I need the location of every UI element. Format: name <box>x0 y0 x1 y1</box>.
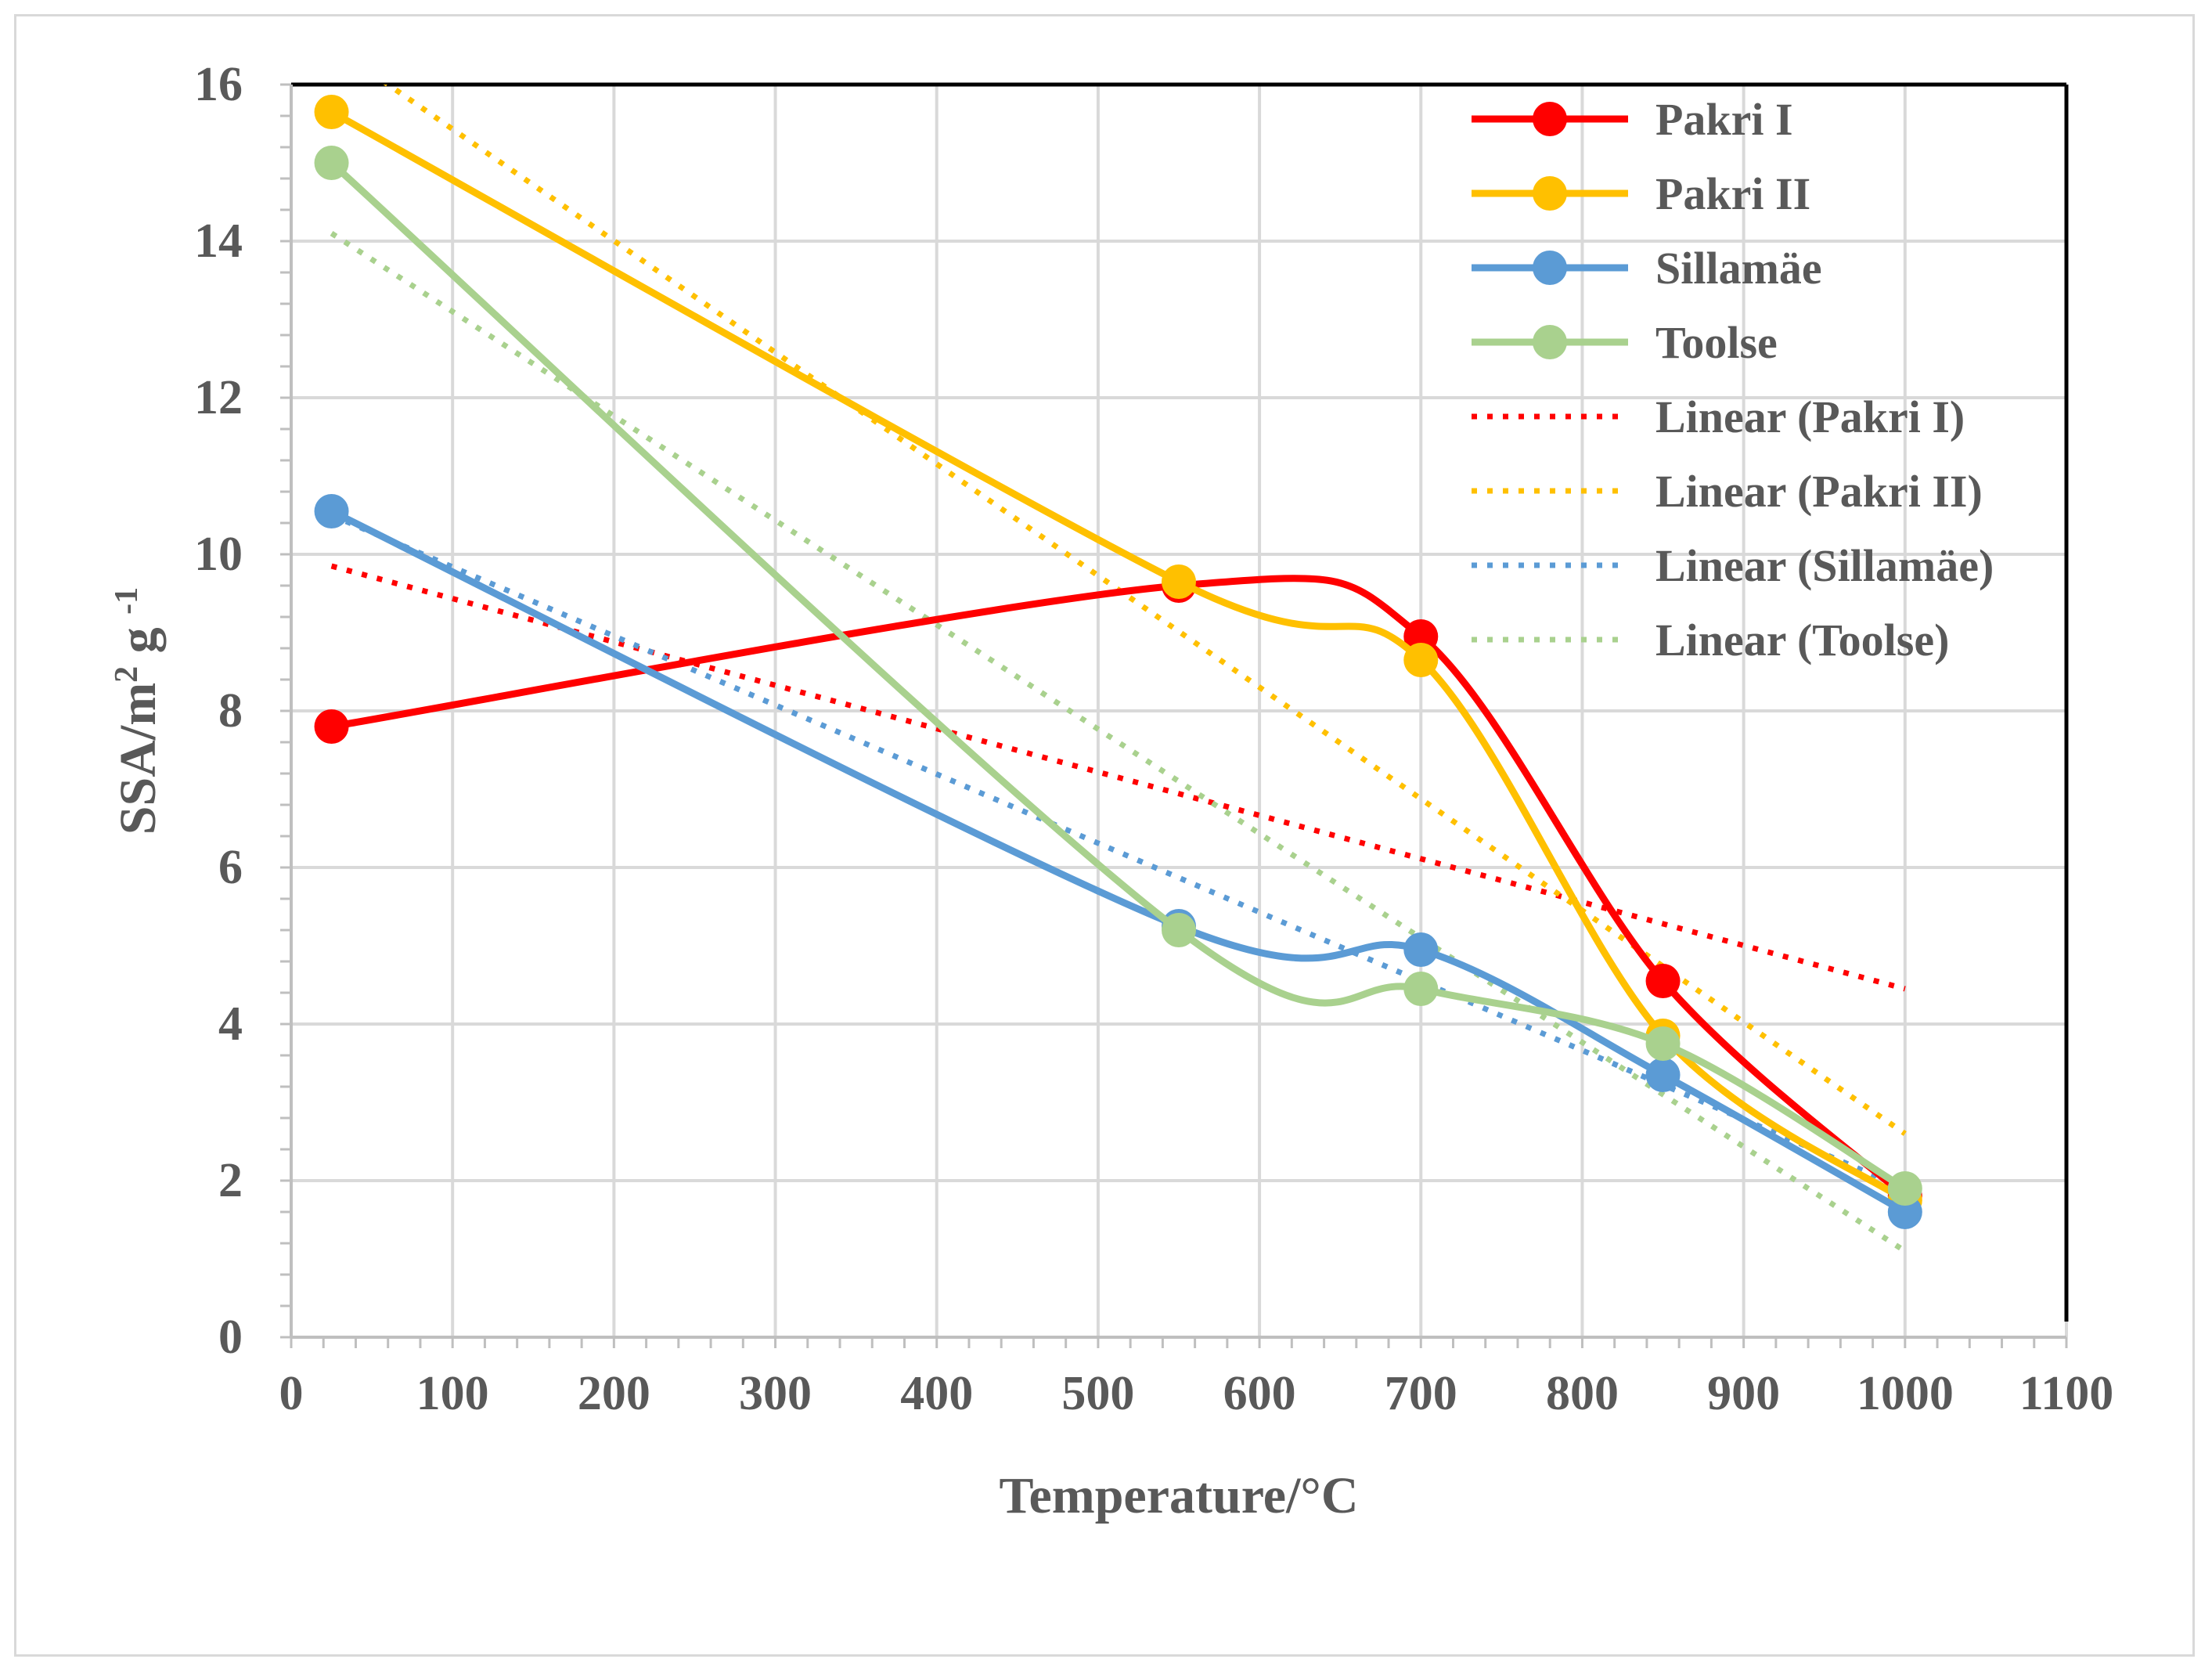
series-line-pakri-i <box>328 575 1909 1200</box>
data-point-pakri-i <box>314 709 349 744</box>
legend-item-linear-pakri-ii: Linear (Pakri II) <box>1472 466 1983 517</box>
tick-labels: 0 100 200 300 400 500 600 700 800 900 1000 1100 0 2 4 6… <box>194 58 2113 1420</box>
y-tick-label: 14 <box>194 215 243 268</box>
legend-label: Linear (Pakri I) <box>1655 391 1965 442</box>
minor-ticks <box>280 83 2068 1348</box>
y-tick-label: 16 <box>194 58 243 111</box>
data-point-sillamae <box>314 494 349 528</box>
x-tick-label: 400 <box>900 1367 973 1420</box>
legend-item-pakri-i: Pakri I <box>1472 94 1793 145</box>
x-tick-label: 100 <box>416 1367 489 1420</box>
data-point-sillamae <box>1645 1058 1681 1092</box>
legend-marker <box>1533 102 1567 136</box>
data-point-toolse <box>1162 913 1196 947</box>
legend-item-linear-toolse: Linear (Toolse) <box>1472 615 1949 665</box>
data-point-toolse <box>1645 1026 1681 1061</box>
legend: Pakri I Pakri II Sillamäe Toolse Linear (Pak… <box>1472 94 1994 665</box>
x-tick-label: 800 <box>1546 1367 1619 1420</box>
legend-label: Pakri I <box>1655 94 1793 145</box>
y-axis-title-base: SSA/m <box>110 683 167 835</box>
legend-label: Toolse <box>1655 317 1778 368</box>
data-point-pakri-i <box>1645 964 1681 998</box>
data-point-pakri-ii <box>1403 643 1439 677</box>
y-tick-label: 8 <box>218 684 243 738</box>
y-axis-title: SSA/m2 g -1 <box>109 587 167 835</box>
x-axis-title: Temperature/°C <box>999 1467 1358 1524</box>
legend-item-pakri-ii: Pakri II <box>1472 168 1810 219</box>
legend-item-toolse: Toolse <box>1472 317 1778 368</box>
legend-item-sillamae: Sillamäe <box>1472 243 1822 294</box>
chart-frame <box>14 14 2195 1657</box>
series-toolse <box>314 146 1922 1206</box>
y-axis-title-sup2: -1 <box>109 587 145 615</box>
y-tick-label: 4 <box>218 997 243 1051</box>
y-tick-label: 0 <box>218 1311 243 1364</box>
series-line-sillamae <box>328 507 1909 1216</box>
legend-label: Linear (Toolse) <box>1655 615 1949 665</box>
data-point-pakri-ii <box>314 95 349 129</box>
data-point-pakri-ii <box>1162 564 1196 599</box>
x-tick-label: 900 <box>1707 1367 1780 1420</box>
x-tick-label: 200 <box>578 1367 650 1420</box>
trendline-linear-sillamae <box>330 512 1907 1192</box>
y-tick-label: 10 <box>194 528 243 581</box>
data-point-sillamae <box>1403 932 1439 967</box>
trendline-linear-pakri-i <box>330 563 1906 992</box>
y-axis-title-mid: g <box>110 615 167 666</box>
x-tick-label: 500 <box>1061 1367 1134 1420</box>
data-point-toolse <box>1887 1171 1922 1206</box>
data-point-toolse <box>314 146 349 180</box>
legend-marker <box>1533 325 1567 359</box>
legend-label: Linear (Pakri II) <box>1655 466 1983 517</box>
x-tick-label: 600 <box>1223 1367 1296 1420</box>
legend-marker <box>1533 251 1567 285</box>
series <box>314 95 1922 1229</box>
legend-marker <box>1533 176 1567 211</box>
x-tick-label: 700 <box>1385 1367 1457 1420</box>
series-line-toolse <box>328 159 1909 1192</box>
y-tick-label: 2 <box>218 1154 243 1207</box>
series-sillamae <box>314 494 1922 1229</box>
axes <box>290 82 2069 1339</box>
x-tick-label: 0 <box>279 1367 304 1420</box>
legend-label: Pakri II <box>1655 168 1810 219</box>
y-axis-title-sup: 2 <box>109 666 145 683</box>
legend-label: Linear (Sillamäe) <box>1655 540 1994 591</box>
x-tick-label: 300 <box>739 1367 812 1420</box>
x-tick-label: 1000 <box>1857 1367 1954 1420</box>
series-line-pakri-ii <box>328 108 1909 1204</box>
legend-label: Sillamäe <box>1655 243 1822 294</box>
y-tick-label: 6 <box>218 841 243 894</box>
x-tick-label: 1100 <box>2019 1367 2114 1420</box>
legend-item-linear-sillamae: Linear (Sillamäe) <box>1472 540 1994 591</box>
legend-item-linear-pakri-i: Linear (Pakri I) <box>1472 391 1965 442</box>
y-tick-label: 12 <box>194 371 243 424</box>
data-point-toolse <box>1403 972 1439 1006</box>
